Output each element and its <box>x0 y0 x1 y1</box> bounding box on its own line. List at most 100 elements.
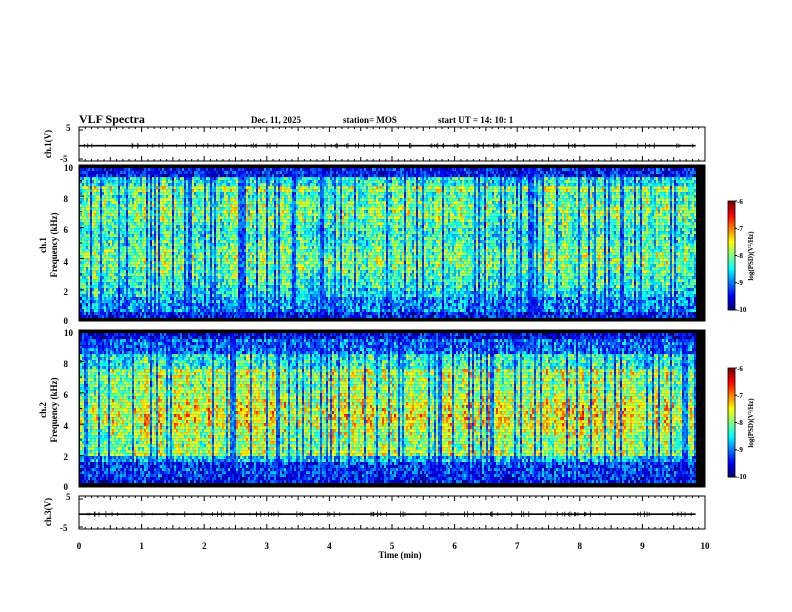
ch1-spec-cell <box>94 171 96 174</box>
ch1-spec-cell <box>124 210 126 213</box>
ch1-spec-cell <box>96 225 98 228</box>
ch1-spec-cell <box>118 273 120 276</box>
ch1-spec-cell <box>84 315 86 318</box>
ch1-spec-cell <box>112 174 114 177</box>
ch1-spec-cell <box>98 291 100 294</box>
ch1-spec-cell <box>92 198 94 201</box>
ch1-spec-cell <box>94 177 96 180</box>
ch1-spec-cell <box>106 297 108 300</box>
ch1-spec-cell <box>126 210 128 213</box>
ch1-spec-cell <box>90 207 92 210</box>
ch1-spec-cell <box>80 204 82 207</box>
ch1-spec-cell <box>112 246 114 249</box>
ch1-spec-cell <box>88 234 90 237</box>
ch1-spec-cell <box>106 219 108 222</box>
ch1-spec-cell <box>102 303 104 306</box>
ch1-spec-cell <box>86 168 88 171</box>
ch1-spec-cell <box>104 216 106 219</box>
ch1-spec-cell <box>102 246 104 249</box>
ch1-spec-cell <box>112 282 114 285</box>
ch1-spec-cell <box>84 249 86 252</box>
ch1-spec-cell <box>86 312 88 315</box>
ch1-spec-cell <box>132 282 134 285</box>
ch1-spec-cell <box>80 186 82 189</box>
ch1-spec-cell <box>100 249 102 252</box>
ch1-spec-cell <box>102 240 104 243</box>
ch1-spec-cell <box>132 246 134 249</box>
ch1-spec-cell <box>100 180 102 183</box>
ch1-spec-cell <box>94 213 96 216</box>
ch1-spec-cell <box>124 249 126 252</box>
ch1-spec-cell <box>82 180 84 183</box>
ch1-spec-cell <box>98 213 100 216</box>
ch1-spec-cell <box>120 243 122 246</box>
ch1-spec-cell <box>108 255 110 258</box>
ch1-spec-cell <box>124 219 126 222</box>
ch1-spec-cell <box>132 180 134 183</box>
ch1-spec-cell <box>88 255 90 258</box>
ch1-spec-cell <box>92 243 94 246</box>
ch1-spec-cell <box>86 255 88 258</box>
ch1-spec-cell <box>96 174 98 177</box>
ch1-spec-cell <box>92 273 94 276</box>
ch1-spec-cell <box>130 270 132 273</box>
ch1-spec-cell <box>120 306 122 309</box>
ch1-spec-cell <box>106 252 108 255</box>
ch1-spec-cell <box>88 231 90 234</box>
ch1-spec-cell <box>82 171 84 174</box>
ch1-spec-cell <box>106 216 108 219</box>
ch1-spec-cell <box>84 219 86 222</box>
ch1-spec-cell <box>96 270 98 273</box>
ch1-spec-cell <box>116 258 118 261</box>
ch1-spec-cell <box>114 288 116 291</box>
ch1-spec-cell <box>108 216 110 219</box>
ch1-spec-cell <box>88 195 90 198</box>
ch1-spec-cell <box>124 216 126 219</box>
ch1-spec-cell <box>90 204 92 207</box>
ch1-spec-cell <box>116 237 118 240</box>
ch1-spec-cell <box>90 249 92 252</box>
ch1-spec-cell <box>110 177 112 180</box>
ch1-spec-cell <box>118 267 120 270</box>
ch1-spec-cell <box>98 216 100 219</box>
ch1-spec-cell <box>114 285 116 288</box>
ch1-spec-cell <box>120 171 122 174</box>
ch1-spec-cell <box>120 273 122 276</box>
ch1-spec-cell <box>132 294 134 297</box>
ch1-spec-cell <box>116 273 118 276</box>
ch1-spec-cell <box>112 192 114 195</box>
ch1-spec-cell <box>100 288 102 291</box>
ch1-spec-cell <box>84 255 86 258</box>
ch1-spec-cell <box>132 252 134 255</box>
ch1-spec-cell <box>90 297 92 300</box>
ch1-spec-cell <box>108 225 110 228</box>
ch1-spec-cell <box>88 207 90 210</box>
ch1-spec-cell <box>120 288 122 291</box>
ch1-spec-cell <box>124 246 126 249</box>
ch1-spec-cell <box>128 204 130 207</box>
ch1-spec-cell <box>116 186 118 189</box>
ch1-spec-cell <box>118 249 120 252</box>
ch1-spec-cell <box>100 168 102 171</box>
ch1-spec-cell <box>88 201 90 204</box>
ch1-spec-cell <box>90 243 92 246</box>
ch1-spec-cell <box>124 285 126 288</box>
ch1-spec-cell <box>104 171 106 174</box>
ch1-spec-cell <box>126 198 128 201</box>
ch1-spec-cell <box>86 216 88 219</box>
ch1-spec-cell <box>124 222 126 225</box>
ch1-spec-cell <box>104 234 106 237</box>
ch1-spec-cell <box>130 303 132 306</box>
ch1-spec-cell <box>118 282 120 285</box>
ch1-spec-cell <box>110 171 112 174</box>
ch1-spec-cell <box>114 180 116 183</box>
ch1-spec-cell <box>116 285 118 288</box>
ch1-voltage-ytick-top: 5 <box>66 123 71 133</box>
ch1-spec-cell <box>106 213 108 216</box>
ch1-spec-cell <box>108 180 110 183</box>
ch1-spec-cell <box>100 315 102 318</box>
ch1-spec-cell <box>124 294 126 297</box>
ch1-spec-cell <box>120 225 122 228</box>
ch1-spec-cell <box>100 285 102 288</box>
ch1-spec-cell <box>82 312 84 315</box>
